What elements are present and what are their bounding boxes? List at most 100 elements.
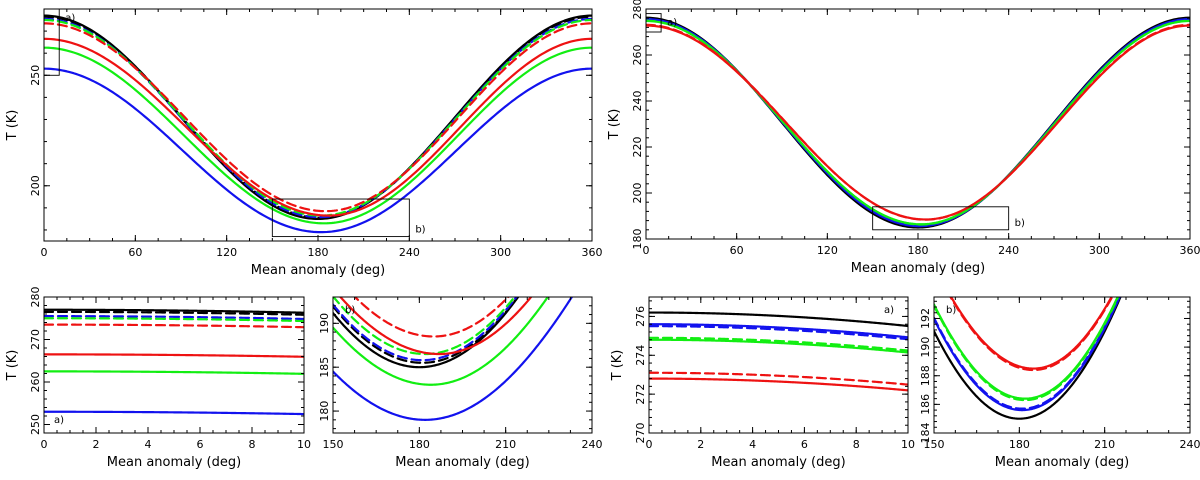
x-tick-label: 120: [817, 244, 838, 257]
y-tick-label: 184: [919, 423, 932, 444]
y-tick-label: 192: [919, 308, 932, 329]
y-tick-label: 274: [634, 345, 647, 366]
x-tick-label: 60: [128, 246, 142, 259]
series-line-red-dashed-5: [649, 371, 908, 386]
y-axis-label: T (K): [610, 350, 625, 382]
series-line-red-solid-5: [44, 353, 304, 358]
series-line-black-dashed-1: [44, 15, 592, 219]
series-group: [44, 308, 304, 416]
x-tick-label: 0: [643, 244, 650, 257]
panel-tag: a): [884, 305, 894, 316]
series-line-black-solid-0: [44, 14, 592, 220]
series-line-green-solid-3: [649, 338, 908, 354]
series-line-blue-solid-7: [333, 297, 574, 421]
x-tick-label: 240: [1180, 438, 1200, 451]
x-tick-label: 300: [1089, 244, 1110, 257]
series-line-blue-dashed-2: [44, 17, 592, 219]
series-line-blue-solid-7: [44, 410, 304, 416]
x-tick-label: 240: [582, 438, 603, 451]
x-tick-label: 2: [93, 438, 100, 451]
y-tick-label: 200: [29, 175, 42, 196]
series-line-blue-dashed-2: [333, 297, 518, 362]
series-group: [333, 297, 574, 421]
x-tick-label: 4: [749, 438, 756, 451]
x-tick-label: 300: [490, 246, 511, 259]
panel-tag: b): [345, 305, 355, 316]
x-tick-label: 180: [308, 246, 329, 259]
series-line-green-dashed-4: [649, 336, 908, 352]
x-tick-label: 210: [495, 438, 516, 451]
series-line-black-solid-0: [646, 16, 1190, 229]
x-axis-label: Mean anomaly (deg): [251, 263, 385, 278]
series-line-black-solid-0: [649, 311, 908, 328]
series-line-green-solid-6: [44, 370, 304, 375]
x-tick-label: 6: [197, 438, 204, 451]
series-line-red-solid-6: [949, 297, 1113, 370]
series-line-blue-dashed-2: [649, 325, 908, 341]
x-tick-label: 120: [216, 246, 237, 259]
zoom-box-1: [872, 206, 1010, 231]
x-tick-label: 6: [801, 438, 808, 451]
y-tick-label: 270: [29, 329, 42, 350]
x-tick-label: 10: [901, 438, 915, 451]
y-tick-label: 185: [318, 357, 331, 378]
series-line-red-dashed-4: [353, 297, 510, 338]
series-line-green-dashed-3: [333, 297, 516, 356]
series-line-green-dashed-4: [934, 297, 1120, 402]
panel-tag: a): [54, 415, 64, 426]
x-tick-label: 8: [249, 438, 256, 451]
y-tick-label: 200: [631, 183, 644, 204]
x-tick-label: 150: [323, 438, 344, 451]
series-group: [649, 311, 908, 392]
plot-frame: [645, 8, 1191, 240]
panel-bottom-a-left: 0 2 4 6 8 10 250 260 270 280 Mean anomaly (deg) T (…: [5, 287, 311, 471]
series-group: [934, 297, 1122, 420]
y-axis-label: T (K): [5, 110, 20, 142]
panel-top-right: a) b) 0 60 120 180 240 300 360 180 200 220 240 260 280…: [607, 0, 1200, 276]
panel-bottom-b-right: 150 180 210 240 184 186 188 190 192 Mean anomaly …: [919, 296, 1200, 470]
series-line-blue-solid-1: [934, 297, 1121, 412]
series-line-green-dashed-3: [44, 317, 304, 323]
series-line-blue-solid-1: [649, 323, 908, 339]
x-tick-label: 240: [399, 246, 420, 259]
panel-bottom-a-right: 0 2 4 6 8 10 270 272 274 276 Mean anomaly (deg) T (…: [610, 296, 915, 470]
x-axis-label: Mean anomaly (deg): [851, 261, 985, 276]
series-line-red-dashed-5: [949, 297, 1114, 372]
series-line-red-solid-6: [646, 24, 1190, 221]
x-tick-label: 240: [998, 244, 1019, 257]
series-line-red-solid-6: [649, 377, 908, 392]
x-tick-label: 60: [730, 244, 744, 257]
zoom-box-label: b): [1015, 218, 1025, 229]
y-tick-label: 186: [919, 394, 932, 415]
series-line-red-dashed-5: [646, 23, 1190, 221]
series-line-blue-dashed-2: [44, 315, 304, 321]
series-line-blue-dashed-2: [934, 297, 1121, 410]
series-line-green-solid-3: [646, 19, 1190, 226]
y-tick-label: 270: [634, 423, 647, 444]
y-tick-label: 250: [29, 65, 42, 86]
x-tick-label: 8: [853, 438, 860, 451]
x-axis-label: Mean anomaly (deg): [107, 455, 241, 470]
plot-frame: [648, 296, 909, 434]
y-tick-label: 280: [29, 287, 42, 308]
y-tick-label: 280: [631, 0, 644, 20]
series-line-red-solid-5: [338, 297, 533, 356]
y-tick-label: 180: [318, 401, 331, 422]
series-group: [646, 16, 1190, 229]
y-axis-label: T (K): [607, 109, 622, 141]
plot-frame: [332, 296, 593, 434]
zoom-box-label: a): [65, 13, 75, 24]
y-tick-label: 190: [919, 337, 932, 358]
x-tick-label: 2: [697, 438, 704, 451]
x-tick-label: 180: [1009, 438, 1030, 451]
series-line-black-solid-0: [44, 308, 304, 314]
x-tick-label: 0: [646, 438, 653, 451]
y-tick-label: 188: [919, 365, 932, 386]
plot-frame: [43, 8, 593, 242]
panel-bottom-b-left: 150 180 210 240 180 185 190 Mean anomaly (deg) b…: [318, 296, 603, 470]
series-line-red-dashed-4: [44, 22, 592, 213]
y-tick-label: 180: [631, 229, 644, 250]
y-tick-label: 250: [29, 414, 42, 435]
x-tick-label: 210: [1094, 438, 1115, 451]
